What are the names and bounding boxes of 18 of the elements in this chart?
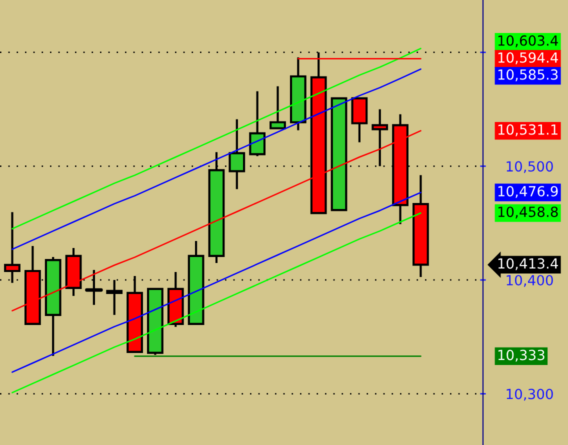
line-series bbox=[12, 212, 422, 394]
text: 10,585.3 bbox=[498, 69, 558, 82]
candlestick bbox=[228, 118, 246, 190]
text: 10,476.9 bbox=[498, 186, 558, 198]
text: 10,531.1 bbox=[498, 124, 558, 136]
candlestick bbox=[249, 90, 266, 158]
line-series bbox=[12, 192, 422, 373]
y-tick-label: 10,300 bbox=[506, 388, 553, 401]
y-tick-label: 10,400 bbox=[506, 274, 553, 287]
text: 10,603.4 bbox=[498, 35, 558, 48]
text: 10,458.8 bbox=[498, 206, 558, 218]
candlestick bbox=[270, 85, 286, 130]
line-series bbox=[12, 68, 422, 250]
y-tick-label: 10,500 bbox=[506, 161, 553, 174]
text: 10,594.4 bbox=[498, 52, 558, 64]
text: 10,413.4 bbox=[498, 258, 558, 270]
line-series bbox=[12, 48, 422, 230]
text: 10,333 bbox=[498, 350, 544, 362]
